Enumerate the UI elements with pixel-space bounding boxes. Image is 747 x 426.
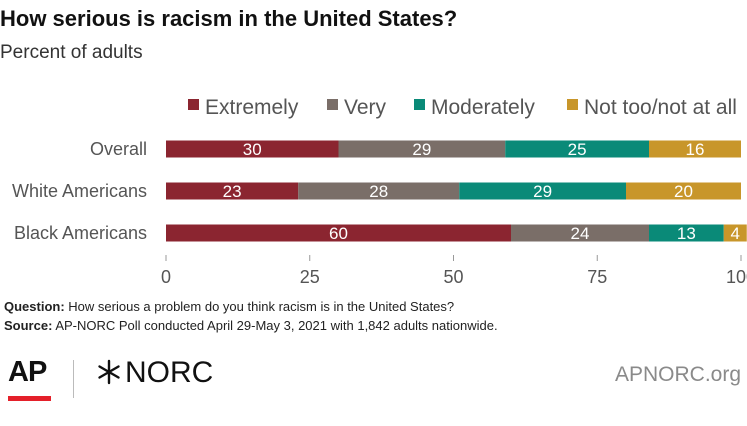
legend-label-extremely: Extremely (205, 96, 299, 119)
legend-swatch-extremely (188, 99, 199, 110)
stacked-bar-chart: Extremely Very Moderately Not too/not at al… (12, 96, 747, 287)
norc-logo: NORC (96, 356, 213, 390)
question-label: Question: (4, 299, 65, 314)
norc-logo-text: NORC (125, 356, 214, 389)
x-tick-label-0: 0 (161, 267, 171, 287)
source-note: Source: AP-NORC Poll conducted April 29-… (4, 316, 498, 335)
legend-swatch-moderately (414, 99, 425, 110)
bar-overall-moderately (505, 140, 649, 158)
data-label-white-americans-very: 28 (369, 182, 388, 201)
data-label-overall-very: 29 (412, 140, 431, 159)
bar-overall-not-too-not-at-all (649, 140, 741, 158)
norc-star-icon (98, 359, 120, 385)
bar-overall-very (338, 140, 506, 158)
data-label-white-americans-not-too-not-at-all: 20 (674, 182, 693, 201)
site-link[interactable]: APNORC.org (614, 363, 741, 386)
ap-logo: AP (8, 356, 47, 388)
bar-white-americans-moderately (459, 182, 626, 200)
data-label-white-americans-moderately: 29 (533, 182, 552, 201)
bar-black-americans-moderately (649, 224, 724, 242)
legend-label-moderately: Moderately (431, 96, 535, 119)
data-label-black-americans-moderately: 13 (677, 224, 696, 243)
data-label-black-americans-extremely: 60 (329, 224, 348, 243)
bar-white-americans-not-too-not-at-all (626, 182, 741, 200)
x-tick-label-75: 75 (587, 267, 607, 287)
data-label-overall-not-too-not-at-all: 16 (686, 140, 705, 159)
chart-bars: 30 29 25 16 23 28 29 20 60 24 13 4 (166, 140, 747, 243)
bar-overall-extremely (166, 140, 339, 158)
category-label-overall: Overall (90, 139, 147, 159)
data-label-overall-moderately: 25 (568, 140, 587, 159)
chart-notes: Question: How serious a problem do you t… (4, 297, 498, 335)
data-label-overall-extremely: 30 (243, 140, 262, 159)
x-axis: 0 25 50 75 100 (161, 255, 747, 287)
bar-black-americans-not-too-not-at-all (723, 224, 747, 242)
category-label-black-americans: Black Americans (14, 223, 147, 243)
bar-white-americans-very (298, 182, 460, 200)
category-labels: Overall White Americans Black Americans (12, 139, 147, 243)
logo-divider (73, 360, 74, 398)
x-tick-label-100: 100 (726, 267, 747, 287)
bar-white-americans-extremely (166, 182, 299, 200)
legend-swatch-not-too-not-at-all (567, 99, 578, 110)
data-label-black-americans-very: 24 (571, 224, 590, 243)
legend-label-very: Very (344, 96, 387, 119)
chart-legend: Extremely Very Moderately Not too/not at al… (188, 96, 737, 119)
source-label: Source: (4, 318, 53, 333)
source-text: AP-NORC Poll conducted April 29-May 3, 2… (55, 318, 498, 333)
data-label-black-americans-not-too-not-at-all: 4 (731, 224, 740, 243)
legend-swatch-very (327, 99, 338, 110)
question-text: How serious a problem do you think racis… (68, 299, 455, 314)
legend-label-not-too-not-at-all: Not too/not at all (584, 96, 737, 119)
question-note: Question: How serious a problem do you t… (4, 297, 498, 316)
chart-title: How serious is racism in the United Stat… (0, 6, 458, 31)
bar-black-americans-very (511, 224, 649, 242)
ap-logo-underline (8, 396, 51, 401)
x-tick-label-25: 25 (300, 267, 320, 287)
category-label-white-americans: White Americans (12, 181, 147, 201)
data-label-white-americans-extremely: 23 (223, 182, 242, 201)
x-tick-label-50: 50 (443, 267, 463, 287)
chart-subtitle: Percent of adults (0, 42, 143, 63)
bar-black-americans-extremely (166, 224, 511, 242)
